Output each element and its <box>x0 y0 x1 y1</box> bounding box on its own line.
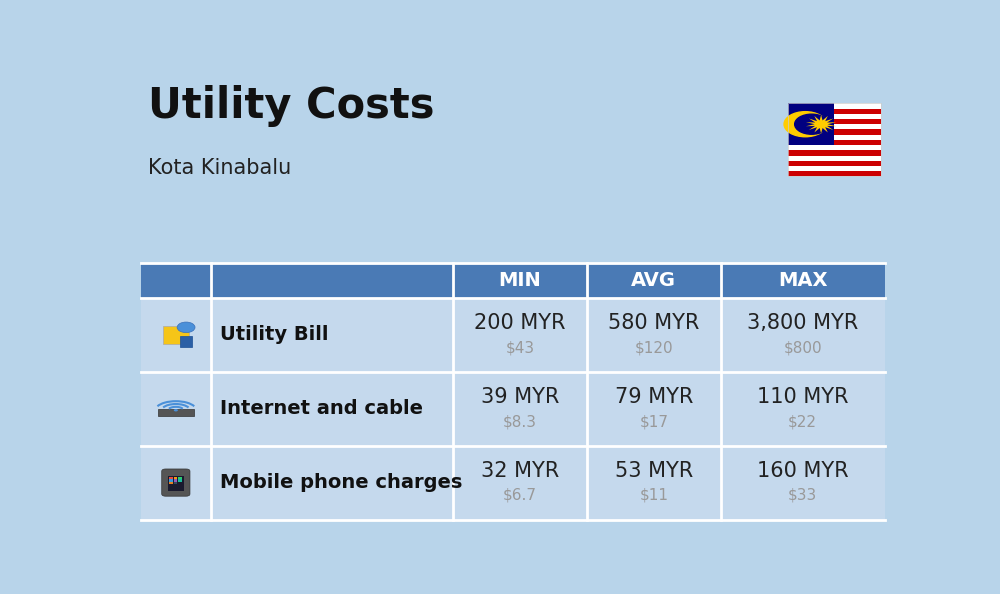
Bar <box>788 156 881 161</box>
Bar <box>169 479 173 482</box>
Bar <box>788 135 881 140</box>
Text: AVG: AVG <box>631 271 676 290</box>
Text: 580 MYR: 580 MYR <box>608 314 700 333</box>
Text: 53 MYR: 53 MYR <box>615 461 693 481</box>
Bar <box>140 263 885 298</box>
Circle shape <box>177 322 195 333</box>
Text: $6.7: $6.7 <box>503 488 537 503</box>
Polygon shape <box>806 115 836 134</box>
Bar <box>788 150 881 156</box>
Bar <box>788 161 881 166</box>
Circle shape <box>784 112 827 137</box>
Bar <box>788 145 881 150</box>
Bar <box>178 479 182 482</box>
Text: 160 MYR: 160 MYR <box>757 461 848 481</box>
Text: $43: $43 <box>505 340 535 355</box>
Text: MIN: MIN <box>499 271 541 290</box>
Text: 39 MYR: 39 MYR <box>481 387 559 407</box>
Text: MAX: MAX <box>778 271 827 290</box>
Bar <box>788 171 881 176</box>
Text: 32 MYR: 32 MYR <box>481 461 559 481</box>
Bar <box>178 477 182 479</box>
Circle shape <box>174 409 178 412</box>
Text: 79 MYR: 79 MYR <box>615 387 693 407</box>
Text: Internet and cable: Internet and cable <box>220 399 423 418</box>
Text: $11: $11 <box>639 488 668 503</box>
Bar <box>788 114 881 119</box>
Text: $800: $800 <box>783 340 822 355</box>
Text: Utility Bill: Utility Bill <box>220 326 329 345</box>
Bar <box>140 263 885 520</box>
Bar <box>788 103 834 145</box>
Bar <box>788 166 881 171</box>
Text: 200 MYR: 200 MYR <box>474 314 566 333</box>
Text: $33: $33 <box>788 488 817 503</box>
Text: $8.3: $8.3 <box>503 414 537 429</box>
FancyBboxPatch shape <box>162 469 190 496</box>
Text: $22: $22 <box>788 414 817 429</box>
Bar <box>788 140 881 145</box>
Text: Mobile phone charges: Mobile phone charges <box>220 473 462 492</box>
Text: 3,800 MYR: 3,800 MYR <box>747 314 858 333</box>
Bar <box>180 336 192 347</box>
Text: Utility Costs: Utility Costs <box>148 85 435 127</box>
Bar <box>788 103 881 176</box>
Bar <box>788 124 881 129</box>
Text: 110 MYR: 110 MYR <box>757 387 848 407</box>
Bar <box>174 477 177 479</box>
Bar <box>174 482 177 484</box>
Bar <box>169 482 173 484</box>
Bar <box>168 476 184 491</box>
Bar <box>174 479 177 482</box>
Bar <box>169 477 173 479</box>
Bar <box>158 409 194 416</box>
Bar <box>788 103 881 109</box>
Bar <box>788 119 881 124</box>
Bar <box>163 326 189 344</box>
Text: $120: $120 <box>635 340 673 355</box>
Text: $17: $17 <box>639 414 668 429</box>
Circle shape <box>795 114 829 134</box>
Bar <box>788 129 881 135</box>
Bar <box>788 109 881 114</box>
Text: Kota Kinabalu: Kota Kinabalu <box>148 158 292 178</box>
